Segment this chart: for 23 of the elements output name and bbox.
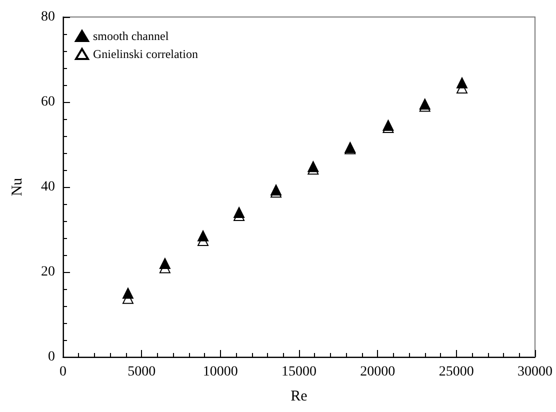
x-axis-title: Re (290, 388, 308, 404)
legend-label: smooth channel (93, 29, 170, 43)
point (270, 184, 282, 196)
y-tick-label: 40 (41, 180, 55, 194)
legend-label: Gnielinski correlation (93, 47, 198, 61)
y-tick-label: 60 (41, 94, 55, 110)
y-tick-label: 0 (48, 350, 55, 364)
y-tick-label: 20 (41, 264, 55, 280)
point (234, 207, 245, 218)
x-tick-label: 15000 (282, 364, 316, 380)
x-tick-label: 20000 (360, 364, 396, 380)
point (198, 230, 209, 242)
y-tick-label: 80 (41, 10, 55, 24)
x-tick-label: 5000 (128, 364, 156, 380)
point (456, 77, 468, 88)
x-tick-label: 25000 (438, 364, 474, 380)
point (122, 288, 134, 299)
x-tick-label: 0 (60, 364, 66, 380)
x-tick-label: 30000 (518, 364, 552, 380)
y-axis-title: Nu (10, 177, 26, 196)
point (159, 258, 170, 269)
x-tick-label: 10000 (202, 364, 238, 380)
point (308, 161, 319, 172)
